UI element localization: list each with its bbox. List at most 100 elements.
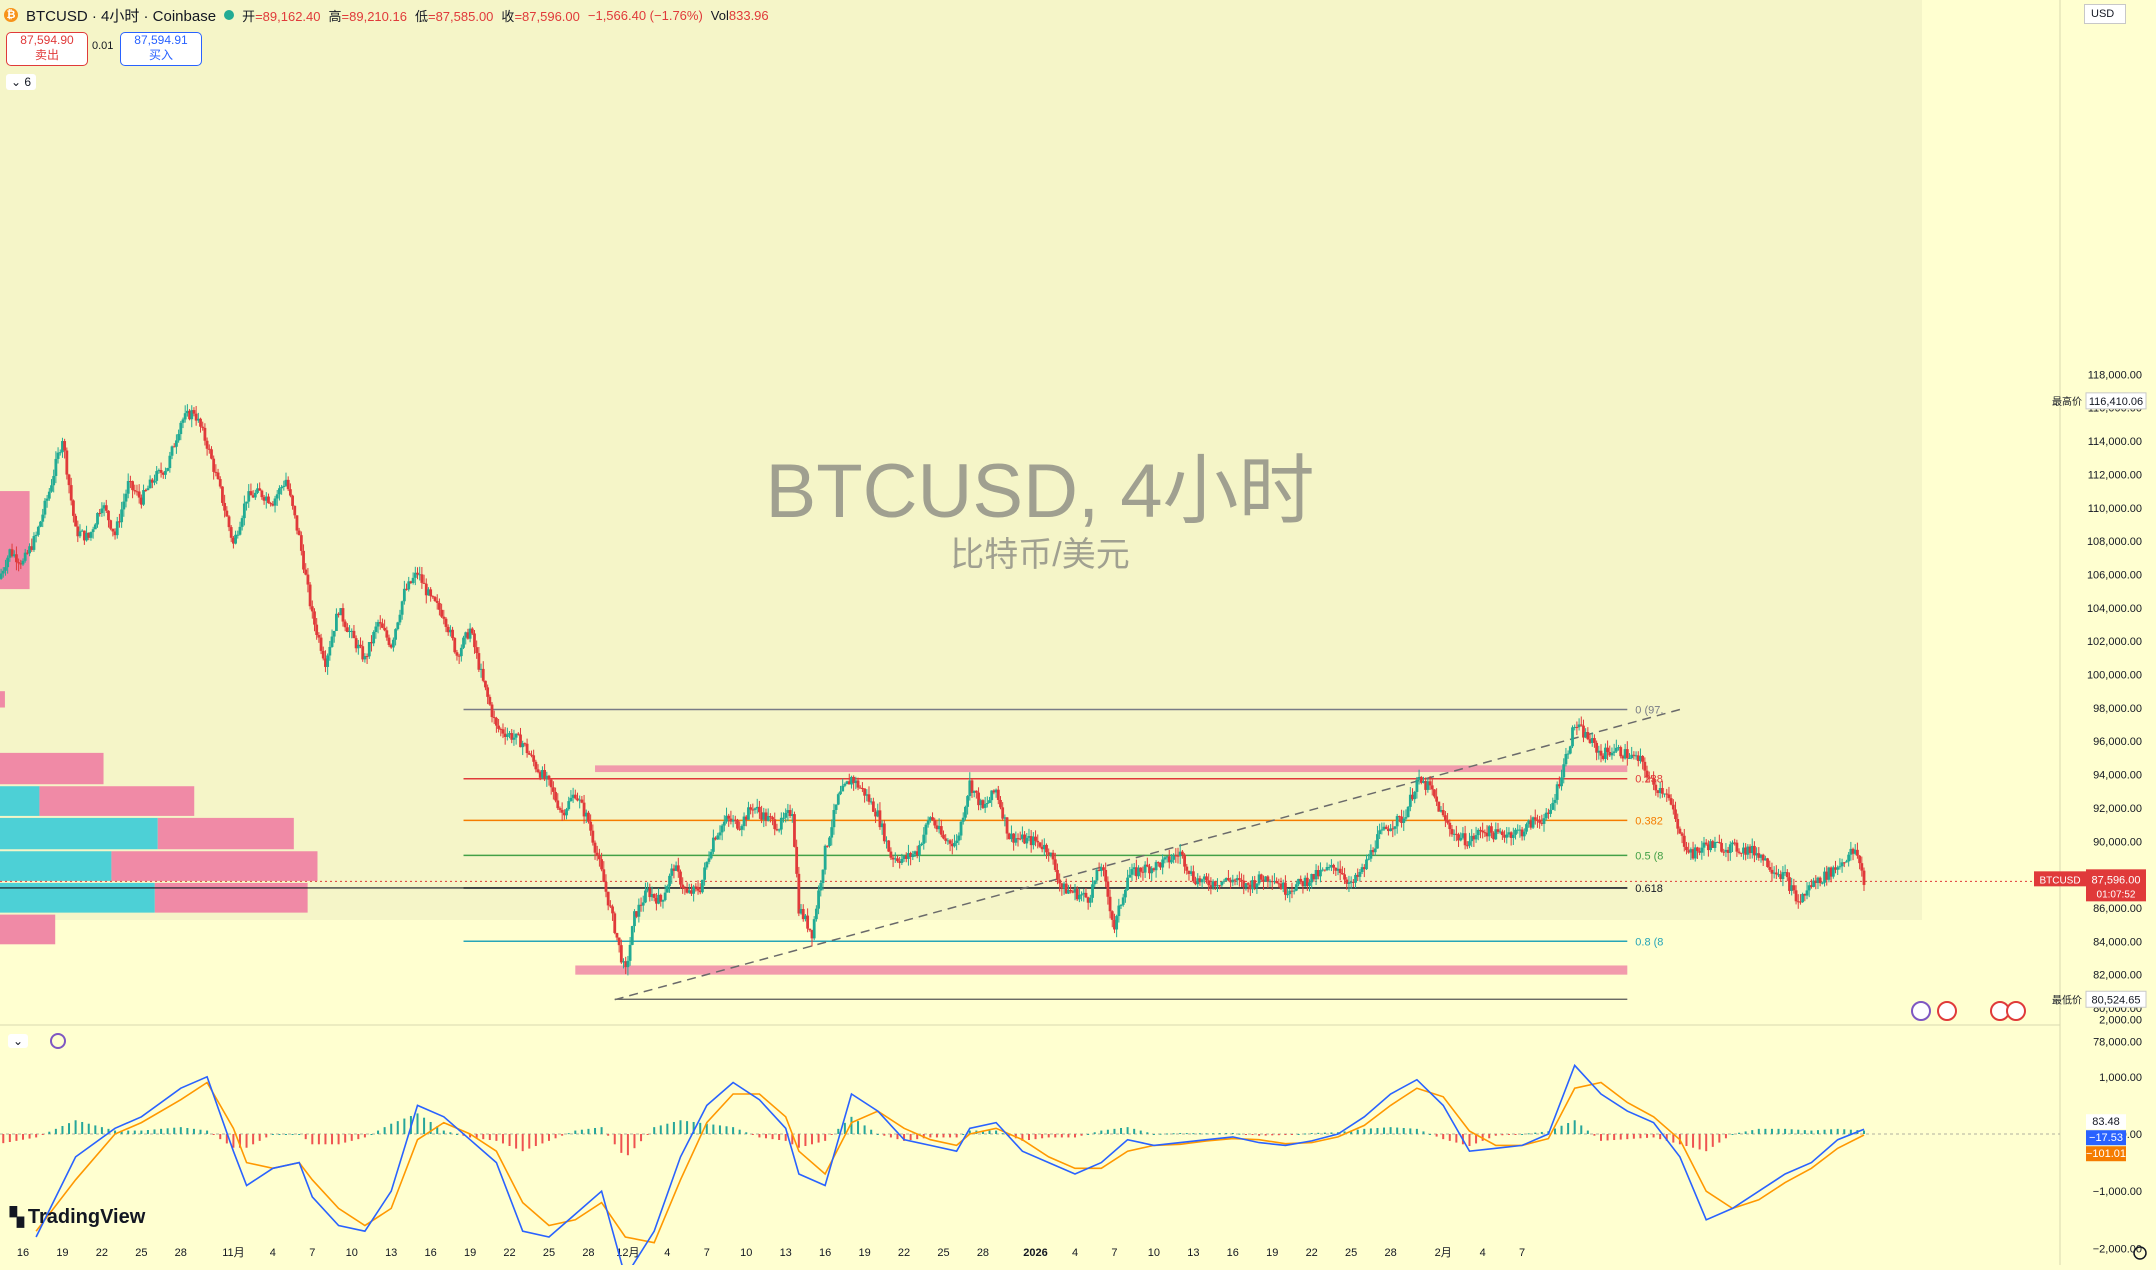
volume-profile-sell-bar xyxy=(39,786,195,816)
zone-rect[interactable] xyxy=(595,765,1628,773)
macd-histogram-bar xyxy=(1705,1134,1708,1152)
candle-body xyxy=(1340,873,1344,875)
time-tick-label: 22 xyxy=(96,1247,108,1259)
macd-tick-label: 2,000.00 xyxy=(2099,1015,2142,1027)
candle-body xyxy=(1124,889,1127,898)
time-tick-label: 22 xyxy=(503,1247,515,1259)
fib-levels[interactable] xyxy=(0,708,2060,1001)
candle-body xyxy=(1018,838,1022,840)
macd-histogram-bar xyxy=(271,1134,274,1135)
candle-body xyxy=(1097,869,1101,871)
bitcoin-icon: ₿ xyxy=(4,8,18,22)
macd-histogram-bar xyxy=(1810,1130,1813,1134)
candle-body xyxy=(1053,859,1057,870)
candle-body xyxy=(214,471,218,473)
symbol-tag xyxy=(2034,871,2086,887)
candle-body xyxy=(1831,867,1835,877)
candle-body xyxy=(1509,832,1513,838)
candle-body xyxy=(1213,881,1217,887)
macd-histogram-bar xyxy=(1317,1132,1320,1134)
candle-body xyxy=(968,780,972,797)
watermark-title: BTCUSD, 4小时 xyxy=(766,449,1315,534)
candle-body xyxy=(1198,878,1202,883)
candle-body xyxy=(639,904,643,906)
candle-body xyxy=(1036,840,1040,843)
candle-body xyxy=(1538,819,1542,823)
macd-histogram-bar xyxy=(699,1122,702,1134)
candle-body xyxy=(1439,810,1443,812)
price-tick-label: 96,000.00 xyxy=(2093,736,2142,748)
macd-histogram-bar xyxy=(1100,1130,1103,1134)
candle-body xyxy=(348,630,351,633)
zone-rect[interactable] xyxy=(575,965,1628,975)
candle-body xyxy=(1698,851,1702,853)
candle-body xyxy=(1356,874,1360,877)
candle-body xyxy=(641,902,645,906)
macd-histogram-bar xyxy=(1659,1134,1662,1140)
symbol-header[interactable]: ₿ BTCUSD · 4小时 · Coinbase 开=89,162.40 高=… xyxy=(4,4,769,26)
candle-body xyxy=(913,851,917,855)
candle-body xyxy=(175,440,178,447)
macd-histogram-bar xyxy=(1093,1132,1096,1134)
candle-body xyxy=(1562,764,1566,778)
trendline[interactable] xyxy=(614,708,1681,1001)
candle-body xyxy=(10,549,14,557)
candle-body xyxy=(1722,851,1726,853)
currency-select[interactable]: USD xyxy=(2084,4,2126,24)
candle-body xyxy=(1514,829,1517,835)
candle-body xyxy=(1500,831,1504,836)
candle-body xyxy=(234,534,237,544)
candle-body xyxy=(1479,829,1482,831)
symbol-title[interactable]: BTCUSD · 4小时 · Coinbase xyxy=(26,7,217,25)
indicators-toggle[interactable]: ⌄ 6 xyxy=(6,74,37,90)
event-markers[interactable] xyxy=(1911,1001,2147,1260)
settings-gear-icon[interactable] xyxy=(2133,1246,2147,1260)
candle-body xyxy=(319,637,323,651)
indicators-count: 6 xyxy=(24,75,32,89)
candle-body xyxy=(1632,754,1636,756)
candle-body xyxy=(1820,882,1824,884)
candle-body xyxy=(1419,776,1423,783)
candle-body xyxy=(1314,870,1318,880)
macd-histogram-bar xyxy=(896,1134,899,1140)
buy-button[interactable]: 87,594.91 买入 xyxy=(120,32,202,66)
macd-histogram-bar xyxy=(1744,1131,1747,1134)
sell-button[interactable]: 87,594.90 卖出 xyxy=(6,32,88,66)
time-tick-label: 16 xyxy=(425,1247,437,1259)
price-tick-label: 112,000.00 xyxy=(2088,469,2142,481)
candle-body xyxy=(1511,834,1515,838)
candle-body xyxy=(755,806,759,809)
macd-histogram-bar xyxy=(1455,1134,1458,1143)
candle-body xyxy=(1503,835,1506,838)
candle-body xyxy=(898,861,902,863)
volume-profile-sell-bar xyxy=(157,817,294,850)
candle-body xyxy=(19,563,23,565)
candle-body xyxy=(199,418,202,427)
candle-body xyxy=(1542,818,1546,824)
candle-body xyxy=(242,503,246,519)
us-flag-icon[interactable] xyxy=(1937,1001,1957,1021)
candle-body xyxy=(216,472,220,480)
candle-body xyxy=(1417,776,1421,780)
macd-collapse-button[interactable]: ⌄ xyxy=(8,1034,29,1048)
macd-histogram-bar xyxy=(916,1134,919,1140)
macd-histogram-bar xyxy=(1514,1134,1517,1135)
macd-histogram-bar xyxy=(745,1132,748,1134)
candle-body xyxy=(744,816,748,820)
tradingview-logo[interactable]: ▚ TradingView xyxy=(10,1206,145,1229)
us-flag-icon[interactable] xyxy=(2006,1001,2026,1021)
macd-settings-icon[interactable] xyxy=(50,1033,66,1049)
candle-body xyxy=(1573,726,1577,728)
candle-body xyxy=(847,781,851,785)
macd-histogram-bar xyxy=(554,1134,557,1139)
macd-histogram-bar xyxy=(1369,1128,1372,1134)
sell-price: 87,594.90 xyxy=(20,33,74,47)
candle-body xyxy=(249,491,253,496)
candle-body xyxy=(1862,870,1866,885)
lightning-icon[interactable] xyxy=(1911,1001,1931,1021)
candle-body xyxy=(1202,876,1206,880)
candle-body xyxy=(280,487,284,489)
time-axis[interactable]: 16 19 22 25 28 11月 4 7 10 13 16 19 22 25 28 12月 4 7 10 13 16… xyxy=(17,1247,1525,1259)
